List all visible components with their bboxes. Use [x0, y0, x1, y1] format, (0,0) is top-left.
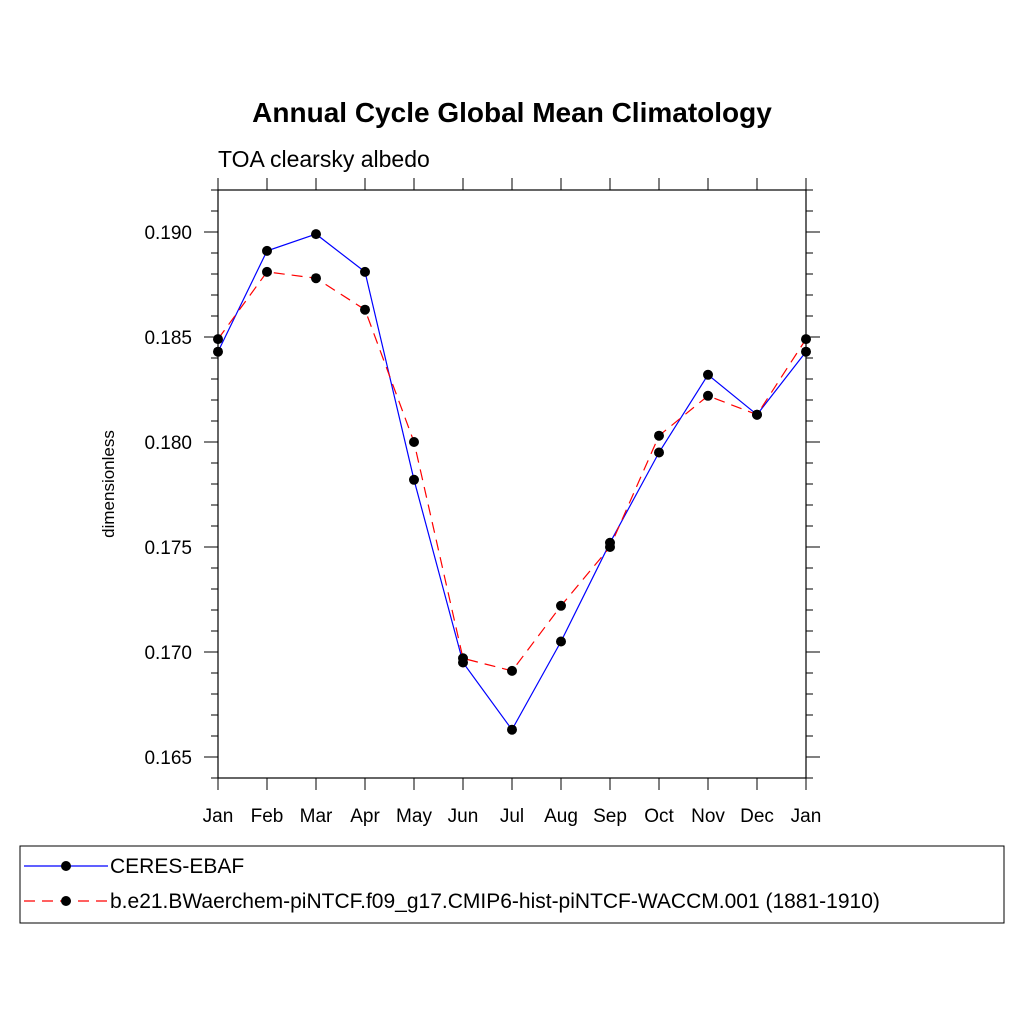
data-point-series-1: [654, 430, 664, 441]
data-point-series-1: [311, 273, 321, 284]
data-point-series-1: [507, 665, 517, 676]
x-tick-label: Sep: [593, 806, 627, 827]
x-tick-label: Jan: [203, 806, 234, 827]
data-point-series-1: [605, 542, 615, 552]
data-point-series-1: [262, 266, 272, 277]
tick-labels: Jan Feb Mar Apr May Jun Jul Aug Sep Oct Nov Dec Jan 0…: [144, 223, 821, 827]
x-tick-label: Jan: [791, 806, 822, 827]
data-point-series-0: [654, 447, 664, 458]
y-tick-label: 0.180: [144, 433, 192, 454]
x-tick-label: May: [396, 806, 432, 827]
series-line-1: [217, 271, 807, 672]
y-tick-label: 0.175: [144, 538, 192, 559]
axis-ticks: [204, 178, 820, 790]
data-point-series-1: [458, 653, 468, 664]
chart-subtitle: TOA clearsky albedo: [218, 146, 430, 172]
chart-title: Annual Cycle Global Mean Climatology: [252, 97, 772, 128]
data-point-series-1: [556, 600, 566, 611]
y-tick-label: 0.165: [144, 748, 192, 769]
legend-label-0: CERES-EBAF: [110, 855, 244, 878]
data-point-series-1: [360, 304, 370, 315]
data-point-series-0: [703, 369, 713, 380]
x-tick-label: Apr: [350, 806, 380, 827]
y-tick-label: 0.185: [144, 328, 192, 349]
y-tick-label: 0.190: [144, 223, 192, 244]
y-tick-label: 0.170: [144, 643, 192, 664]
x-tick-label: Jun: [448, 806, 479, 827]
legend-box: [19, 845, 1005, 924]
x-tick-label: Feb: [251, 806, 284, 827]
series-line-0: [217, 233, 807, 731]
x-tick-label: Nov: [691, 806, 725, 827]
data-point-series-0: [409, 474, 419, 485]
legend-marker-1: [61, 896, 71, 906]
x-tick-label: Dec: [740, 806, 774, 827]
x-tick-label: Oct: [644, 806, 674, 827]
data-point-series-1: [752, 409, 762, 420]
data-point-series-0: [311, 229, 321, 240]
data-point-series-0: [262, 245, 272, 256]
data-point-series-0: [360, 266, 370, 277]
legend: CERES-EBAF b.e21.BWaerchem-piNTCF.f09_g17…: [19, 845, 1005, 924]
x-tick-label: Mar: [300, 806, 333, 827]
legend-marker-0: [61, 861, 71, 871]
x-tick-label: Jul: [500, 806, 524, 827]
y-axis-label: dimensionless: [99, 430, 118, 538]
data-point-series-1: [409, 437, 419, 447]
plot-frame: [217, 189, 807, 779]
data-point-series-0: [556, 636, 566, 647]
x-tick-label: Aug: [544, 806, 578, 827]
legend-label-1: b.e21.BWaerchem-piNTCF.f09_g17.CMIP6-his…: [110, 890, 880, 913]
data-point-series-1: [703, 390, 713, 401]
data-point-series-0: [507, 724, 517, 735]
series-layer: [213, 229, 811, 735]
